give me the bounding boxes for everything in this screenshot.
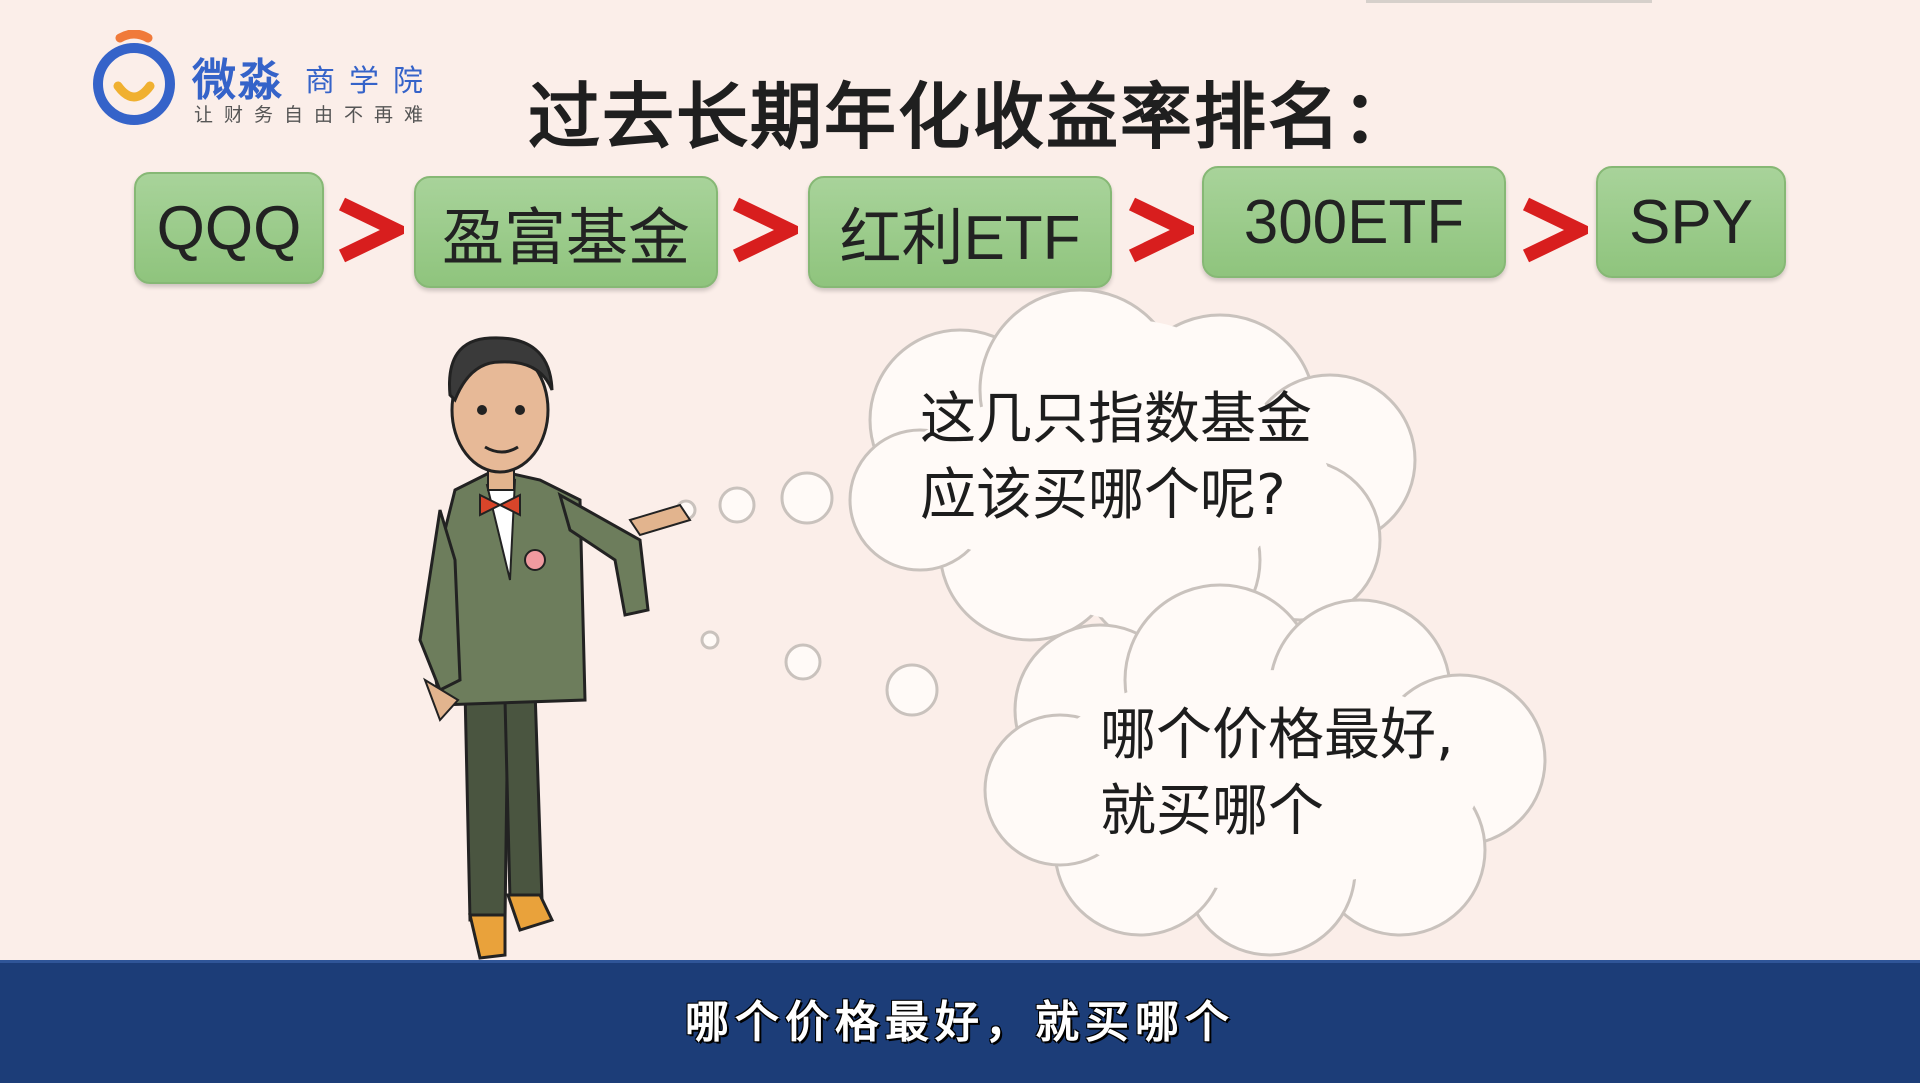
thought-bubble-1 (848, 288, 1417, 652)
greater-than-icon (1522, 197, 1588, 263)
logo: 微淼 商学院 让财务自由不再难 (90, 30, 450, 130)
page-title: 过去长期年化收益率排名： (528, 75, 1417, 159)
thought-text-2: 哪个价格最好, 就买哪个 (1100, 703, 1454, 844)
thought-dots (675, 471, 939, 717)
rank-item-qqq: QQQ (134, 172, 324, 284)
rank-item-yingfu: 盈富基金 (414, 176, 718, 288)
subtitle-text: 哪个价格最好，就买哪个 (685, 997, 1235, 1048)
logo-subtitle: 商学院 (305, 64, 437, 99)
top-edge-bar (1366, 0, 1652, 3)
presenter-character (418, 336, 692, 960)
subtitle-bar: 哪个价格最好，就买哪个 (0, 960, 1920, 1083)
greater-than-icon (732, 197, 798, 263)
greater-than-icon (338, 197, 404, 263)
logo-icon (93, 30, 175, 125)
rank-item-spy: SPY (1596, 166, 1786, 278)
logo-tagline: 让财务自由不再难 (194, 104, 435, 126)
logo-name: 微淼 (192, 55, 284, 106)
thought-text-1: 这几只指数基金 应该买哪个呢? (920, 387, 1312, 528)
rank-item-dividend-etf: 红利ETF (808, 176, 1112, 288)
greater-than-icon (1128, 197, 1194, 263)
thought-bubble-2 (983, 583, 1547, 957)
rank-item-300etf: 300ETF (1202, 166, 1506, 278)
